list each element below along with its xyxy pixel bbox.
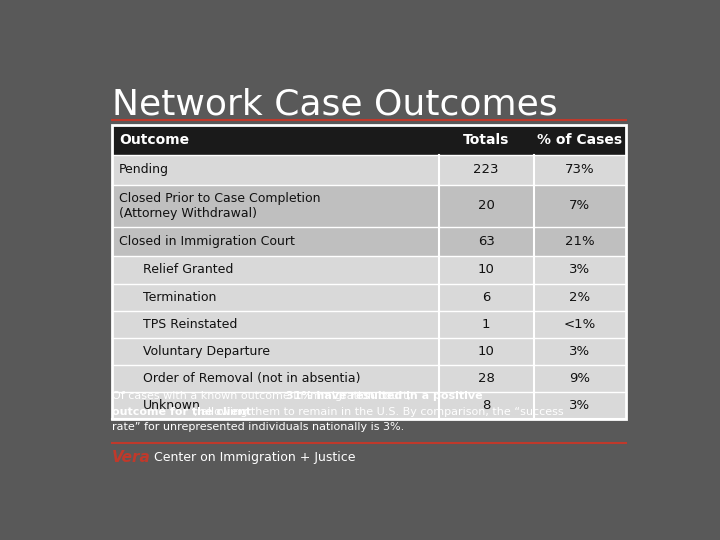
FancyBboxPatch shape [112,392,626,418]
Text: 2%: 2% [569,291,590,303]
Text: 6: 6 [482,291,490,303]
Text: 7%: 7% [569,199,590,212]
Text: Closed Prior to Case Completion
(Attorney Withdrawal): Closed Prior to Case Completion (Attorne… [119,192,320,220]
Text: Totals: Totals [463,133,509,147]
Text: Vera: Vera [112,450,151,465]
FancyBboxPatch shape [112,284,626,310]
FancyBboxPatch shape [112,155,626,185]
Text: 3%: 3% [569,399,590,411]
Text: 10: 10 [478,264,495,276]
Text: Network Case Outcomes: Network Case Outcomes [112,87,558,122]
Text: 9%: 9% [569,372,590,384]
Text: 223: 223 [474,164,499,177]
Text: 3%: 3% [569,345,590,357]
Text: 63: 63 [478,235,495,248]
Text: 10: 10 [478,345,495,357]
Text: Closed in Immigration Court: Closed in Immigration Court [119,235,295,248]
Text: 8: 8 [482,399,490,411]
Text: Outcome: Outcome [119,133,189,147]
Text: 73%: 73% [564,164,595,177]
FancyBboxPatch shape [112,185,626,227]
Text: 3%: 3% [569,264,590,276]
FancyBboxPatch shape [112,227,626,256]
Text: TPS Reinstated: TPS Reinstated [143,318,238,330]
Text: 21%: 21% [564,235,595,248]
Text: Unknown: Unknown [143,399,201,411]
Text: Pending: Pending [119,164,169,177]
FancyBboxPatch shape [112,125,626,155]
Text: 1: 1 [482,318,490,330]
FancyBboxPatch shape [112,364,626,391]
Text: 28: 28 [478,372,495,384]
Text: 31% have resulted in a positive: 31% have resulted in a positive [286,391,482,401]
Text: Order of Removal (not in absentia): Order of Removal (not in absentia) [143,372,361,384]
FancyBboxPatch shape [112,310,626,338]
Text: Voluntary Departure: Voluntary Departure [143,345,270,357]
FancyBboxPatch shape [112,256,626,284]
Text: 20: 20 [478,199,495,212]
FancyBboxPatch shape [112,338,626,364]
Text: outcome for the client: outcome for the client [112,407,251,416]
Text: Termination: Termination [143,291,217,303]
Text: Relief Granted: Relief Granted [143,264,233,276]
Text: Of cases with a known outcome in immigration court,: Of cases with a known outcome in immigra… [112,391,415,401]
Text: , allowing them to remain in the U.S. By comparison, the “success: , allowing them to remain in the U.S. By… [194,407,564,416]
Text: rate” for unrepresented individuals nationally is 3%.: rate” for unrepresented individuals nati… [112,422,405,432]
Text: % of Cases: % of Cases [537,133,622,147]
Text: Center on Immigration + Justice: Center on Immigration + Justice [154,451,356,464]
Text: <1%: <1% [564,318,595,330]
